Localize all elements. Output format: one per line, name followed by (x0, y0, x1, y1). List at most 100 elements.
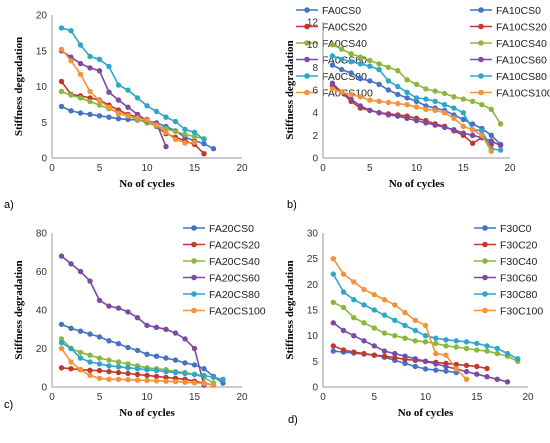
data-point-F30C0 (330, 348, 336, 354)
data-point-FA20CS60 (134, 315, 141, 321)
data-point-FA20CS20 (58, 365, 65, 371)
legend-label-FA10CS80: FA10CS80 (496, 71, 547, 83)
data-point-FA0CS100 (182, 140, 188, 146)
y-tick-label: 0 (312, 154, 318, 165)
data-point-FA0CS80 (77, 42, 84, 48)
data-point-FA0CS40 (87, 98, 93, 105)
data-point-F30C60 (402, 353, 408, 359)
x-tick-label: 5 (97, 392, 103, 403)
data-point-FA0CS40 (182, 131, 188, 138)
data-point-FA10CS60 (423, 120, 429, 126)
data-point-FA10CS80 (329, 53, 336, 59)
data-point-FA20CS0 (144, 351, 150, 357)
data-point-FA10CS40 (432, 88, 438, 94)
data-point-F30C20 (340, 347, 347, 353)
x-axis-label: No of cycles (119, 178, 175, 190)
data-point-FA0CS100 (115, 111, 122, 117)
data-point-FA20CS20 (87, 367, 93, 373)
data-point-FA10CS80 (413, 95, 420, 101)
data-point-F30C20 (474, 363, 480, 370)
data-point-F30C60 (412, 356, 418, 362)
data-point-F30C80 (361, 302, 367, 308)
data-point-FA20CS0 (220, 380, 226, 386)
data-point-FA20CS40 (96, 355, 103, 361)
data-point-FA20CS80 (201, 372, 207, 379)
y-tick-label: 20 (36, 11, 48, 22)
legend-label-FA10CS40: FA10CS40 (496, 38, 547, 50)
panel-label: b) (287, 199, 297, 211)
x-tick-label: 15 (189, 163, 201, 174)
data-point-FA10CS40 (413, 81, 420, 88)
data-point-FA0CS0 (77, 110, 84, 116)
legend-marker-F30C100 (482, 307, 488, 314)
data-point-FA10CS40 (460, 96, 466, 102)
data-point-FA0CS100 (125, 113, 131, 119)
data-point-FA10CS80 (432, 98, 438, 105)
data-point-FA20CS0 (106, 338, 112, 344)
y-tick-label: 25 (307, 254, 319, 265)
legend-marker-FA20CS60 (191, 274, 197, 281)
data-point-FA10CS0 (367, 78, 373, 84)
legend-marker-FA10CS40 (478, 40, 484, 46)
y-tick-label: 8 (312, 63, 318, 74)
data-point-FA10CS60 (451, 127, 457, 133)
series-line-F30C20 (333, 345, 488, 370)
data-point-FA10CS40 (357, 54, 364, 60)
legend-label-F30C40: F30C40 (500, 256, 538, 268)
x-tick-label: 20 (504, 163, 516, 174)
data-point-F30C60 (351, 333, 357, 339)
x-tick-label: 15 (458, 163, 470, 174)
data-point-FA0CS60 (106, 89, 112, 95)
legend-label-F30C80: F30C80 (500, 289, 538, 301)
data-point-F30C80 (515, 356, 521, 362)
data-point-FA10CS60 (488, 138, 494, 144)
panel-label: a) (4, 199, 14, 211)
legend-marker-FA20CS100 (191, 307, 197, 314)
data-point-FA10CS40 (339, 46, 345, 52)
data-point-FA20CS100 (144, 377, 150, 384)
data-point-F30C40 (371, 325, 377, 331)
data-point-FA0CS40 (191, 133, 198, 140)
y-axis-label: Stiffness degradation (13, 260, 25, 359)
data-point-FA10CS80 (339, 56, 345, 63)
data-point-FA20CS0 (77, 328, 84, 334)
data-point-FA20CS80 (172, 369, 179, 376)
legend-label-F30C0: F30C0 (500, 223, 532, 235)
data-point-FA0CS100 (87, 88, 93, 95)
y-tick-label: 5 (41, 118, 47, 129)
y-tick-label: 15 (36, 46, 48, 57)
data-point-F30C80 (371, 307, 377, 313)
data-point-F30C60 (494, 376, 500, 382)
data-point-FA10CS40 (367, 57, 373, 64)
data-point-FA10CS0 (469, 121, 476, 127)
data-point-FA0CS100 (106, 104, 112, 110)
data-point-F30C0 (433, 367, 439, 373)
data-point-FA20CS0 (125, 344, 131, 351)
data-point-F30C100 (340, 271, 347, 277)
legend-marker-FA20CS0 (191, 225, 197, 231)
legend-marker-F30C40 (482, 258, 488, 264)
data-point-F30C40 (453, 344, 459, 350)
legend-marker-FA0CS100 (304, 89, 310, 96)
data-point-FA0CS40 (172, 128, 179, 135)
data-point-FA10CS40 (488, 106, 494, 113)
data-point-FA10CS40 (497, 121, 504, 127)
data-point-FA10CS40 (385, 64, 392, 71)
data-point-FA20CS100 (134, 377, 141, 383)
data-point-F30C60 (330, 320, 336, 326)
data-point-FA10CS0 (339, 66, 345, 73)
data-point-FA20CS20 (153, 373, 160, 380)
data-point-FA20CS20 (106, 368, 112, 375)
data-point-FA0CS60 (125, 104, 131, 110)
data-point-FA10CS60 (460, 130, 466, 136)
data-point-FA0CS100 (172, 136, 179, 143)
data-point-FA20CS100 (172, 378, 179, 385)
data-point-F30C40 (443, 343, 449, 349)
data-point-FA10CS80 (423, 96, 429, 102)
y-tick-label: 6 (312, 86, 318, 97)
data-point-FA0CS0 (201, 141, 207, 147)
data-point-F30C40 (392, 333, 398, 339)
y-tick-label: 10 (307, 331, 319, 342)
data-point-FA20CS100 (201, 380, 207, 387)
data-point-FA10CS100 (395, 100, 401, 107)
